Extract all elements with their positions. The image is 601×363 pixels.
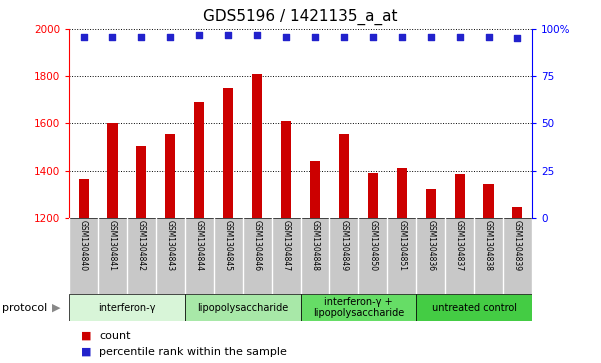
Text: GSM1304844: GSM1304844 [195, 220, 204, 271]
Bar [483, 184, 493, 218]
Text: GSM1304843: GSM1304843 [166, 220, 175, 271]
Bar [368, 173, 378, 218]
Text: GSM1304847: GSM1304847 [281, 220, 290, 271]
Point [513, 36, 522, 41]
Point [368, 34, 377, 40]
Point [484, 34, 493, 40]
Point [455, 34, 465, 40]
Text: GSM1304851: GSM1304851 [397, 220, 406, 271]
Text: GDS5196 / 1421135_a_at: GDS5196 / 1421135_a_at [203, 9, 398, 25]
Bar [281, 121, 291, 218]
Text: count: count [99, 331, 130, 341]
Point [224, 32, 233, 38]
Text: GSM1304849: GSM1304849 [340, 220, 349, 271]
Bar [513, 207, 522, 218]
Text: GSM1304845: GSM1304845 [224, 220, 233, 271]
Bar [397, 168, 407, 218]
Text: interferon-γ +
lipopolysaccharide: interferon-γ + lipopolysaccharide [313, 297, 404, 318]
Text: ■: ■ [81, 331, 91, 341]
Text: GSM1304846: GSM1304846 [252, 220, 261, 271]
Bar [223, 88, 233, 218]
Bar [185, 294, 300, 321]
Point [136, 34, 146, 40]
Text: GSM1304841: GSM1304841 [108, 220, 117, 271]
Bar [69, 218, 532, 294]
Bar [108, 123, 118, 218]
Point [79, 34, 88, 40]
Text: GSM1304837: GSM1304837 [455, 220, 464, 271]
Bar [252, 74, 262, 218]
Text: lipopolysaccharide: lipopolysaccharide [197, 303, 288, 313]
Point [426, 34, 436, 40]
Text: GSM1304850: GSM1304850 [368, 220, 377, 271]
Text: ▶: ▶ [52, 303, 60, 313]
Point [397, 34, 406, 40]
Text: protocol: protocol [2, 303, 47, 313]
Bar [454, 174, 465, 218]
Text: percentile rank within the sample: percentile rank within the sample [99, 347, 287, 357]
Text: GSM1304842: GSM1304842 [137, 220, 146, 271]
Bar [136, 146, 147, 218]
Point [339, 34, 349, 40]
Text: interferon-γ: interferon-γ [98, 303, 156, 313]
Bar [310, 161, 320, 218]
Point [195, 32, 204, 38]
Point [108, 34, 117, 40]
Text: ■: ■ [81, 347, 91, 357]
Point [281, 34, 291, 40]
Bar [300, 294, 416, 321]
Point [165, 34, 175, 40]
Point [310, 34, 320, 40]
Bar [194, 102, 204, 218]
Bar [69, 294, 185, 321]
Text: untreated control: untreated control [432, 303, 516, 313]
Text: GSM1304836: GSM1304836 [426, 220, 435, 271]
Text: GSM1304848: GSM1304848 [311, 220, 320, 271]
Text: GSM1304840: GSM1304840 [79, 220, 88, 271]
Bar [339, 134, 349, 218]
Bar [79, 179, 88, 218]
Bar [165, 134, 175, 218]
Point [252, 32, 262, 38]
Text: GSM1304838: GSM1304838 [484, 220, 493, 271]
Text: GSM1304839: GSM1304839 [513, 220, 522, 271]
Bar [416, 294, 532, 321]
Bar [426, 189, 436, 218]
